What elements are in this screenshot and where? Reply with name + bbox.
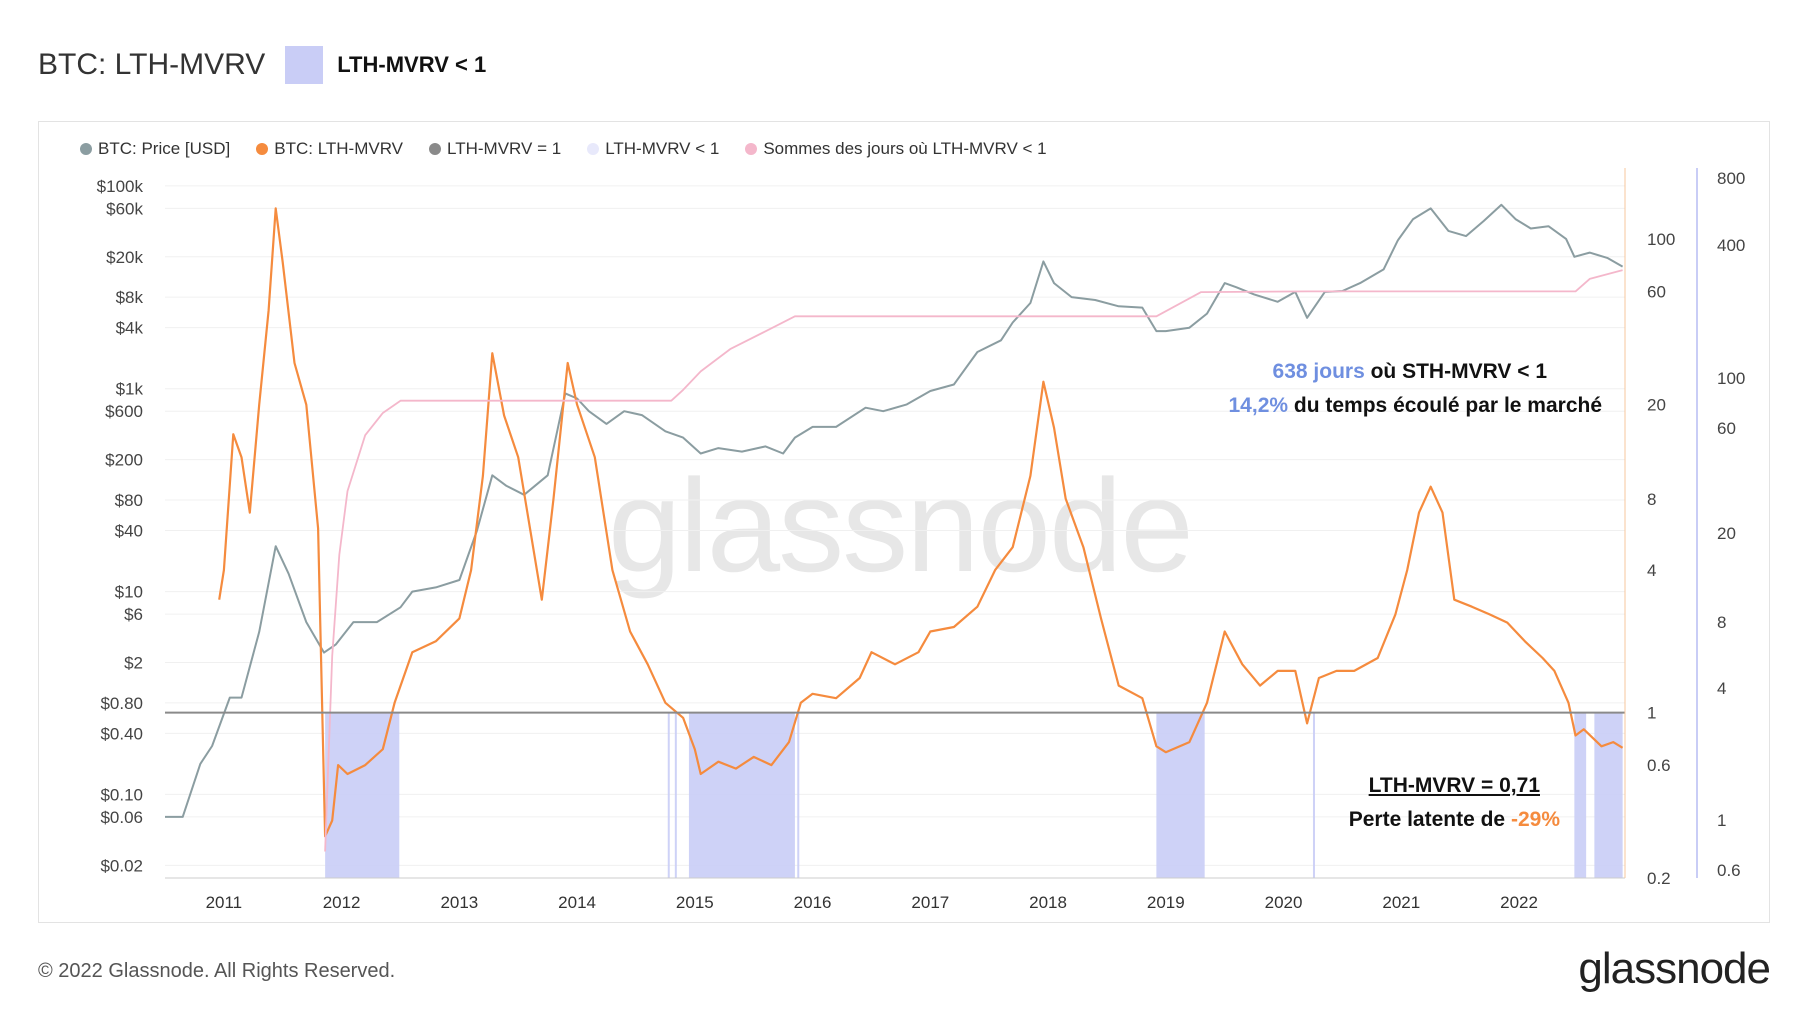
price-tick-13: $0.80: [100, 694, 143, 713]
shaded-range-7: [1574, 712, 1587, 878]
shaded-range-4: [797, 712, 800, 878]
price-tick-6: $600: [105, 402, 143, 421]
brand-logo: glassnode: [1578, 944, 1771, 993]
price-tick-3: $8k: [116, 288, 144, 307]
price-line: [165, 203, 1624, 818]
shaded-range-3: [688, 712, 795, 878]
price-tick-5: $1k: [116, 380, 144, 399]
legend-item-price[interactable]: BTC: Price [USD]: [80, 139, 230, 159]
legend-dot-below-one: [587, 143, 600, 155]
legend-label-threshold: LTH-MVRV = 1: [447, 139, 562, 158]
price-tick-16: $0.06: [100, 808, 143, 827]
sum-tick-5: 8: [1717, 613, 1726, 632]
price-tick-8: $80: [115, 491, 143, 510]
mvrv-tick-2: 20: [1647, 396, 1666, 415]
chart-panel: [38, 121, 1770, 923]
shaded-range-0: [325, 712, 400, 878]
watermark: glassnode: [608, 452, 1194, 599]
annotation-days: 638 jours où STH-MVRV < 1: [1273, 360, 1547, 384]
x-tick-2017: 2017: [911, 893, 949, 912]
legend-label-sum-days: Sommes des jours où LTH-MVRV < 1: [763, 139, 1047, 158]
shaded-range-2: [674, 712, 677, 878]
x-tick-2020: 2020: [1265, 893, 1303, 912]
chart-title: BTC: LTH-MVRV: [38, 48, 266, 81]
price-tick-17: $0.02: [100, 856, 143, 875]
mvrv-tick-5: 1: [1647, 704, 1656, 723]
annotation-loss-value: -29%: [1510, 808, 1560, 831]
mvrv-tick-6: 0.6: [1647, 756, 1671, 775]
price-tick-12: $2: [124, 653, 143, 672]
mvrv-tick-3: 8: [1647, 490, 1656, 509]
shaded-range-5: [1156, 712, 1205, 878]
x-tick-2019: 2019: [1147, 893, 1185, 912]
sum-tick-0: 800: [1717, 169, 1745, 188]
lth-mvrv-line: [218, 207, 1624, 838]
x-tick-2011: 2011: [206, 893, 243, 912]
price-tick-11: $6: [124, 605, 143, 624]
legend-label-lth-mvrv: BTC: LTH-MVRV: [274, 139, 404, 158]
x-tick-2016: 2016: [794, 893, 832, 912]
legend-dot-sum-days: [745, 143, 758, 155]
price-tick-2: $20k: [106, 248, 143, 267]
price-tick-1: $60k: [106, 199, 143, 218]
mvrv-tick-4: 4: [1647, 561, 1656, 580]
annotation-loss: Perte latente de -29%: [1349, 808, 1560, 832]
price-tick-0: $100k: [97, 177, 144, 196]
sum-tick-6: 4: [1717, 679, 1726, 698]
legend-item-below-one[interactable]: LTH-MVRV < 1: [587, 139, 719, 159]
shaded-range-1: [667, 712, 670, 878]
chart-legend: BTC: Price [USD] BTC: LTH-MVRV LTH-MVRV …: [80, 138, 1073, 160]
annotation-lth-value: LTH-MVRV = 0,71: [1368, 774, 1540, 797]
legend-label-price: BTC: Price [USD]: [98, 139, 231, 158]
chart-header: BTC: LTH-MVRV LTH-MVRV < 1: [38, 44, 486, 86]
annotation-days-value: 638 jours: [1272, 360, 1365, 383]
annotation-loss-text: Perte latente de: [1348, 808, 1506, 831]
annotation-pct-value: 14,2%: [1228, 394, 1289, 417]
price-tick-15: $0.10: [100, 785, 143, 804]
legend-dot-lth-mvrv: [256, 143, 269, 155]
legend-label-below-one: LTH-MVRV < 1: [605, 139, 720, 158]
x-tick-2015: 2015: [676, 893, 714, 912]
sum-tick-7: 1: [1717, 811, 1726, 830]
legend-item-sum-days[interactable]: Sommes des jours où LTH-MVRV < 1: [745, 139, 1047, 159]
sum-tick-3: 60: [1717, 419, 1736, 438]
price-tick-10: $10: [115, 583, 143, 602]
mvrv-tick-7: 0.2: [1647, 869, 1671, 888]
x-tick-2021: 2021: [1382, 893, 1420, 912]
price-tick-7: $200: [105, 451, 143, 470]
annotation-pct: 14,2% du temps écoulé par le marché: [1229, 394, 1603, 418]
badge-label: LTH-MVRV < 1: [337, 52, 487, 77]
x-tick-2022: 2022: [1500, 893, 1538, 912]
mvrv-tick-1: 60: [1647, 283, 1666, 302]
legend-dot-price: [80, 143, 92, 155]
legend-item-threshold[interactable]: LTH-MVRV = 1: [429, 139, 561, 159]
legend-dot-threshold: [429, 143, 442, 155]
sum-tick-4: 20: [1717, 524, 1736, 543]
x-tick-2013: 2013: [440, 893, 478, 912]
mvrv-tick-0: 100: [1647, 230, 1675, 249]
annotation-pct-text: du temps écoulé par le marché: [1293, 394, 1602, 417]
x-tick-2018: 2018: [1029, 893, 1067, 912]
annotation-days-text: où STH-MVRV < 1: [1370, 360, 1547, 383]
sum-tick-2: 100: [1717, 369, 1745, 388]
shaded-range-8: [1594, 712, 1623, 878]
legend-item-lth-mvrv[interactable]: BTC: LTH-MVRV: [256, 139, 403, 159]
x-tick-2014: 2014: [558, 893, 596, 912]
badge-swatch: [285, 46, 324, 84]
sum-tick-8: 0.6: [1717, 861, 1741, 880]
price-tick-4: $4k: [116, 319, 144, 338]
sum-days-line: [324, 269, 1623, 852]
price-tick-14: $0.40: [100, 724, 143, 743]
price-tick-9: $40: [115, 522, 143, 541]
shaded-range-6: [1312, 712, 1315, 878]
copyright: © 2022 Glassnode. All Rights Reserved.: [38, 960, 396, 982]
sum-tick-1: 400: [1717, 236, 1745, 255]
x-tick-2012: 2012: [323, 893, 361, 912]
